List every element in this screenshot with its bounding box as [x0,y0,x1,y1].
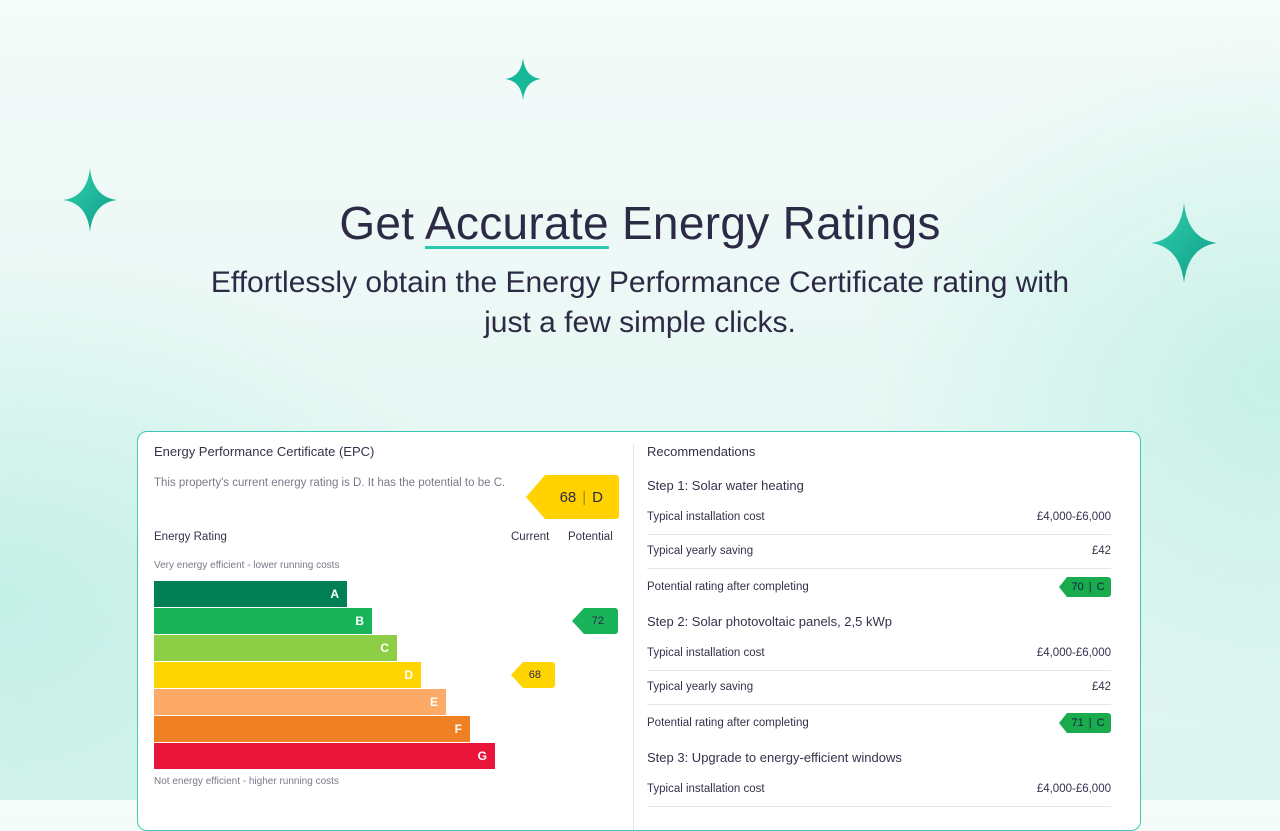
badge-band: D [592,488,603,506]
potential-rating-pointer: 72 [572,608,618,634]
epc-description: This property's current energy rating is… [154,477,506,489]
band-letter: E [429,695,438,709]
yearly-saving-label: Typical yearly saving [647,681,754,693]
step-3-title: Step 3: Upgrade to energy-efficient wind… [647,750,902,765]
energy-rating-label: Energy Rating [154,531,227,543]
step-2-saving-row: Typical yearly saving £42 [647,670,1111,705]
yearly-saving-label: Typical yearly saving [647,545,754,557]
install-cost-label: Typical installation cost [647,647,765,659]
sparkle-icon [63,168,117,232]
step-2-title: Step 2: Solar photovoltaic panels, 2,5 k… [647,614,892,629]
band-bar-g: G [154,743,495,769]
epc-card: Energy Performance Certificate (EPC) Thi… [137,431,1141,831]
very-efficient-label: Very energy efficient - lower running co… [154,560,340,571]
band-letter: B [355,614,364,628]
install-cost-value: £4,000-£6,000 [1036,511,1111,523]
badge-separator: | [582,488,587,506]
tag-separator: | [1088,581,1092,593]
sparkle-icon [1151,203,1217,283]
current-rating-badge: 68 | D [526,475,619,519]
potential-rating-label: Potential rating after completing [647,717,809,729]
band-bar-c: C [154,635,397,661]
hero-subtitle: Effortlessly obtain the Energy Performan… [210,266,1070,339]
hero-title-post: Energy Ratings [621,197,941,249]
tag-band: C [1096,717,1105,729]
band-letter: C [380,641,389,655]
band-letter: G [477,749,487,763]
install-cost-label: Typical installation cost [647,783,765,795]
step-2-rating-row: Potential rating after completing 71 | C [647,706,1111,740]
hero-title: Get Accurate Energy Ratings [0,196,1280,250]
install-cost-label: Typical installation cost [647,511,765,523]
band-letter: D [404,668,413,682]
install-cost-value: £4,000-£6,000 [1036,783,1111,795]
epc-title: Energy Performance Certificate (EPC) [154,444,375,459]
not-efficient-label: Not energy efficient - higher running co… [154,776,339,787]
band-bar-f: F [154,716,470,742]
install-cost-value: £4,000-£6,000 [1036,647,1111,659]
potential-score: 72 [591,615,604,627]
tag-separator: | [1088,717,1092,729]
current-column-header: Current [511,531,550,543]
band-bar-a: A [154,581,347,607]
yearly-saving-value: £42 [1091,545,1111,557]
tag-score: 70 [1071,581,1084,593]
panel-divider [633,444,634,830]
potential-rating-label: Potential rating after completing [647,581,809,593]
yearly-saving-value: £42 [1091,681,1111,693]
band-bar-d: D [154,662,421,688]
badge-score: 68 [559,488,577,506]
step-1-install-row: Typical installation cost £4,000-£6,000 [647,500,1111,535]
band-letter: F [454,722,462,736]
band-bar-b: B [154,608,372,634]
band-letter: A [330,587,339,601]
step-3-install-row: Typical installation cost £4,000-£6,000 [647,772,1111,807]
hero-title-pre: Get [339,197,415,249]
potential-column-header: Potential [568,531,613,543]
current-score: 68 [528,669,541,681]
step-1-title: Step 1: Solar water heating [647,478,804,493]
step-2-install-row: Typical installation cost £4,000-£6,000 [647,636,1111,671]
tag-score: 71 [1071,717,1084,729]
recommendations-title: Recommendations [647,444,756,459]
hero-title-highlight: Accurate [424,197,609,249]
step-1-rating-row: Potential rating after completing 70 | C [647,570,1111,604]
sparkle-icon [505,58,541,100]
step-1-saving-row: Typical yearly saving £42 [647,534,1111,569]
tag-band: C [1096,581,1105,593]
band-bar-e: E [154,689,446,715]
potential-rating-tag: 70 | C [1059,577,1111,597]
potential-rating-tag: 71 | C [1059,713,1111,733]
current-rating-pointer: 68 [511,662,555,688]
